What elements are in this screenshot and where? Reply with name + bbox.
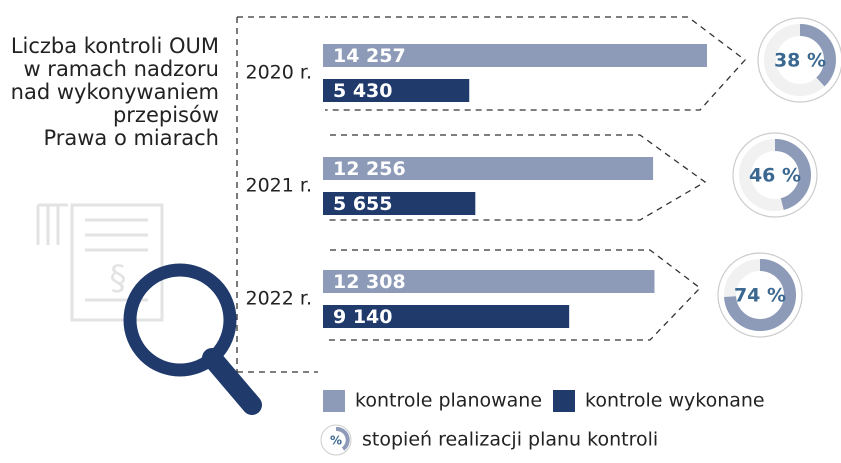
legend-icon-arc bbox=[335, 427, 350, 451]
data-label: 12 308 bbox=[333, 271, 406, 293]
chart-title: w ramach nadzoru bbox=[23, 57, 219, 81]
data-label: 14 257 bbox=[333, 45, 406, 67]
donut-label: 74 % bbox=[734, 285, 786, 307]
data-label: 9 140 bbox=[333, 306, 393, 328]
bar bbox=[323, 157, 654, 180]
bar bbox=[323, 270, 655, 293]
magnifier-icon bbox=[123, 263, 262, 415]
legend-icon-label: % bbox=[330, 434, 342, 448]
legend-swatch bbox=[323, 390, 345, 412]
donut-label: 46 % bbox=[749, 165, 801, 187]
bar bbox=[323, 44, 707, 67]
legend-label: kontrole planowane bbox=[355, 390, 542, 412]
decoration bbox=[236, 16, 746, 373]
chart-title: Prawa o miarach bbox=[43, 126, 219, 150]
bar bbox=[323, 192, 476, 215]
chart-title: Liczba kontroli OUM bbox=[11, 34, 219, 58]
category-label: 2022 r. bbox=[246, 288, 313, 310]
chart-title: nad wykonywaniem bbox=[11, 80, 219, 104]
data-label: 12 256 bbox=[333, 158, 406, 180]
donut-label: 38 % bbox=[774, 50, 826, 72]
category-label: 2021 r. bbox=[246, 175, 313, 197]
chart-title: przepisów bbox=[113, 103, 219, 127]
data-label: 5 430 bbox=[333, 80, 393, 102]
bar bbox=[323, 79, 470, 102]
legend-swatch bbox=[553, 390, 575, 412]
donut-arc bbox=[739, 139, 811, 211]
donut-arc bbox=[764, 24, 836, 96]
donut-arc bbox=[724, 259, 796, 331]
data-label: 5 655 bbox=[333, 193, 393, 215]
bar bbox=[323, 305, 570, 328]
category-label: 2020 r. bbox=[246, 62, 313, 84]
legend-label: kontrole wykonane bbox=[585, 390, 765, 412]
svg-text:§: § bbox=[110, 259, 127, 299]
legend-label: stopień realizacji planu kontroli bbox=[362, 429, 658, 451]
document-icon: § bbox=[36, 203, 164, 322]
